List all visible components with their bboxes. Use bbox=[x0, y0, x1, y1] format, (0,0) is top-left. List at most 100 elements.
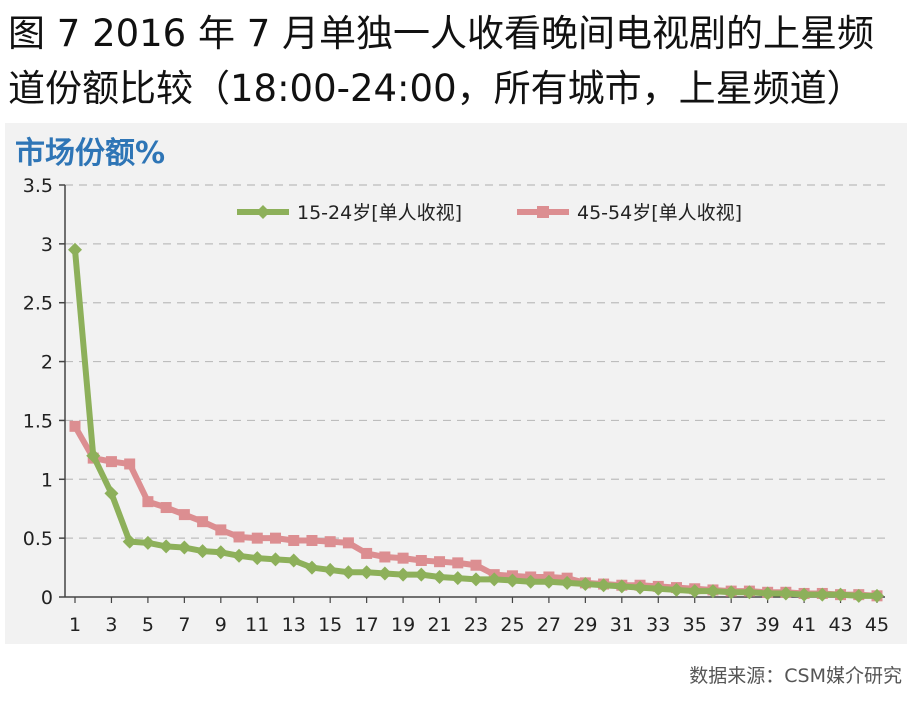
data-point bbox=[434, 556, 446, 568]
data-point bbox=[250, 551, 265, 566]
x-tick-label: 11 bbox=[245, 614, 269, 636]
data-point bbox=[213, 545, 228, 560]
x-tick-label: 25 bbox=[500, 614, 524, 636]
chart-panel: 市场份额% 0 0.5 1 1.5 2 2.5 3 3.5 1 3 5 7 9 11 13 15 17 19 21… bbox=[5, 123, 907, 644]
y-axis-ticks: 0 0.5 1 1.5 2 2.5 3 3.5 bbox=[23, 175, 65, 609]
data-point bbox=[306, 534, 318, 546]
data-point bbox=[177, 540, 192, 555]
data-point bbox=[470, 559, 482, 571]
data-point bbox=[687, 584, 702, 599]
x-tick-label: 45 bbox=[865, 614, 889, 636]
data-point bbox=[197, 516, 209, 528]
data-point bbox=[452, 557, 464, 569]
x-tick-label: 3 bbox=[105, 614, 117, 636]
figure-title: 图 7 2016 年 7 月单独一人收看晚间电视剧的上星频 道份额比较（18:0… bbox=[8, 6, 908, 116]
data-point bbox=[324, 536, 336, 548]
x-tick-label: 13 bbox=[282, 614, 306, 636]
series-line bbox=[72, 246, 880, 599]
figure-title-line1: 图 7 2016 年 7 月单独一人收看晚间电视剧的上星频 bbox=[8, 12, 875, 55]
y-tick-label: 1.5 bbox=[23, 410, 53, 432]
data-point bbox=[523, 574, 538, 589]
x-tick-label: 17 bbox=[355, 614, 379, 636]
data-point bbox=[851, 588, 866, 603]
figure-title-line2: 道份额比较（18:00-24:00，所有城市，上星频道） bbox=[8, 67, 864, 110]
data-point bbox=[669, 582, 684, 597]
data-point bbox=[142, 496, 154, 508]
x-tick-label: 27 bbox=[537, 614, 561, 636]
x-tick-label: 5 bbox=[142, 614, 154, 636]
x-tick-label: 19 bbox=[391, 614, 415, 636]
data-point bbox=[469, 572, 483, 587]
x-tick-label: 7 bbox=[178, 614, 190, 636]
data-point bbox=[359, 565, 374, 580]
data-point bbox=[450, 571, 465, 586]
data-point bbox=[578, 577, 593, 592]
data-point bbox=[377, 566, 392, 581]
legend-label: 45-54岁[单人收视] bbox=[577, 202, 742, 224]
data-point bbox=[705, 584, 720, 599]
y-tick-label: 2 bbox=[41, 352, 53, 374]
x-tick-label: 29 bbox=[573, 614, 597, 636]
data-point bbox=[341, 565, 356, 580]
data-point bbox=[396, 567, 411, 582]
data-point bbox=[797, 587, 812, 602]
data-point bbox=[140, 535, 155, 550]
x-axis-ticks: 1 3 5 7 9 11 13 15 17 19 21 23 25 27 29 31 33 35 37 39 41 43 4… bbox=[69, 597, 889, 636]
data-point bbox=[760, 586, 775, 601]
data-point bbox=[432, 569, 447, 584]
x-tick-label: 21 bbox=[427, 614, 451, 636]
legend: 15-24岁[单人收视] 45-54岁[单人收视] bbox=[237, 202, 742, 224]
data-point bbox=[268, 552, 283, 567]
data-point bbox=[833, 587, 848, 602]
legend-item: 15-24岁[单人收视] bbox=[237, 202, 462, 224]
data-point bbox=[288, 534, 300, 546]
gridlines bbox=[65, 184, 885, 539]
x-tick-label: 33 bbox=[646, 614, 670, 636]
data-point bbox=[178, 509, 190, 521]
data-point bbox=[651, 581, 666, 596]
y-tick-label: 1 bbox=[41, 469, 53, 491]
data-point bbox=[633, 580, 648, 595]
x-tick-label: 37 bbox=[719, 614, 743, 636]
data-point bbox=[505, 573, 520, 588]
unit-label: 市场份额% bbox=[15, 136, 165, 171]
data-point bbox=[778, 586, 793, 601]
y-tick-label: 0 bbox=[41, 587, 53, 609]
y-tick-label: 2.5 bbox=[23, 293, 53, 315]
data-point bbox=[614, 579, 629, 594]
data-point bbox=[286, 553, 301, 568]
x-tick-label: 31 bbox=[610, 614, 634, 636]
data-point bbox=[596, 578, 611, 593]
data-point bbox=[537, 206, 549, 218]
legend-item: 45-54岁[单人收视] bbox=[517, 202, 742, 224]
data-point bbox=[870, 588, 884, 603]
data-point bbox=[160, 502, 172, 514]
series-1 bbox=[68, 242, 884, 603]
y-tick-label: 0.5 bbox=[23, 528, 53, 550]
data-point bbox=[215, 524, 227, 536]
data-point bbox=[105, 456, 117, 468]
x-tick-label: 43 bbox=[828, 614, 852, 636]
data-point bbox=[342, 537, 354, 549]
data-point bbox=[742, 585, 757, 600]
data-point bbox=[415, 555, 427, 567]
x-tick-label: 9 bbox=[215, 614, 227, 636]
data-point bbox=[414, 567, 429, 582]
data-point bbox=[323, 562, 338, 577]
data-point bbox=[815, 587, 830, 602]
data-point bbox=[122, 534, 137, 549]
y-tick-label: 3.5 bbox=[23, 175, 53, 197]
x-tick-label: 35 bbox=[683, 614, 707, 636]
series-group bbox=[68, 242, 884, 603]
line-chart: 市场份额% 0 0.5 1 1.5 2 2.5 3 3.5 1 3 5 7 9 11 13 15 17 19 21… bbox=[15, 136, 889, 636]
x-tick-label: 1 bbox=[69, 614, 81, 636]
data-point bbox=[86, 448, 101, 463]
data-point bbox=[487, 572, 502, 587]
data-point bbox=[251, 532, 263, 544]
x-tick-label: 15 bbox=[318, 614, 342, 636]
data-point bbox=[361, 547, 373, 559]
data-point bbox=[379, 551, 391, 563]
data-point bbox=[270, 532, 281, 544]
data-point bbox=[195, 544, 210, 559]
data-point bbox=[69, 420, 81, 432]
